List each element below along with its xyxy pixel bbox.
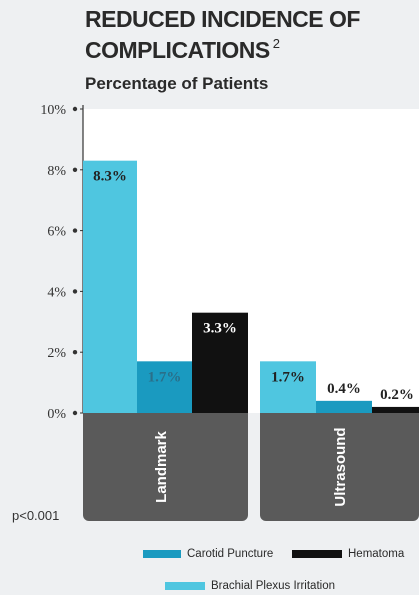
data-label-ultrasound-1: 0.4% <box>327 381 361 397</box>
y-tick-label-2: 4% <box>47 285 66 300</box>
chart-subtitle: Percentage of Patients <box>85 74 269 93</box>
chart-title-line2: COMPLICATIONS 2 <box>85 36 280 64</box>
legend-swatch-brachial <box>165 582 205 590</box>
category-panel-top-1 <box>260 413 419 423</box>
data-label-landmark-1: 1.7% <box>148 369 182 385</box>
legend-label-hematoma: Hematoma <box>348 548 405 560</box>
y-tick-dot-0 <box>72 410 78 416</box>
chart-title-text: COMPLICATIONS <box>85 37 270 63</box>
data-label-landmark-0: 8.3% <box>93 169 127 185</box>
bar-ultrasound-0 <box>260 361 316 413</box>
y-tick-label-3: 6% <box>47 225 66 240</box>
category-label-landmark: Landmark <box>153 431 170 503</box>
bar-ultrasound-2 <box>372 406 419 413</box>
legend-label-brachial: Brachial Plexus Irritation <box>211 580 335 592</box>
y-tick-dot-3 <box>72 228 78 233</box>
category-panel-top-0 <box>83 413 248 423</box>
chart-title-superscript: 2 <box>272 36 280 51</box>
category-label-ultrasound: Ultrasound <box>332 427 349 506</box>
legend-label-carotid: Carotid Puncture <box>187 548 274 560</box>
bar-landmark-0 <box>83 160 137 413</box>
chart-title-line1: REDUCED INCIDENCE OF <box>85 6 360 32</box>
y-tick-dot-1 <box>72 350 78 355</box>
legend-item-hematoma: Hematoma <box>292 548 404 560</box>
y-tick-dot-4 <box>72 167 78 172</box>
y-tick-label-1: 2% <box>47 346 66 361</box>
y-tick-dot-2 <box>72 289 78 294</box>
bar-landmark-1 <box>137 361 192 413</box>
data-label-landmark-2: 3.3% <box>203 321 237 337</box>
legend-item-brachial-plexus: Brachial Plexus Irritation <box>165 580 335 592</box>
bar-ultrasound-1 <box>316 400 372 413</box>
y-tick-label-4: 8% <box>47 164 66 179</box>
category-panel-1 <box>260 413 419 521</box>
legend-swatch-carotid <box>143 550 181 558</box>
y-tick-dot-5 <box>72 106 78 112</box>
data-label-ultrasound-2: 0.2% <box>380 387 414 403</box>
category-panel-0 <box>83 413 248 521</box>
p-value-note: p<0.001 <box>12 508 60 523</box>
plot-area <box>83 109 419 413</box>
y-tick-label-0: 0% <box>47 407 66 422</box>
legend-item-carotid-puncture: Carotid Puncture <box>143 548 273 560</box>
bar-landmark-2 <box>192 312 248 413</box>
legend-swatch-hematoma <box>292 550 342 558</box>
data-label-ultrasound-0: 1.7% <box>271 369 305 385</box>
y-tick-label-5: 10% <box>40 103 66 118</box>
